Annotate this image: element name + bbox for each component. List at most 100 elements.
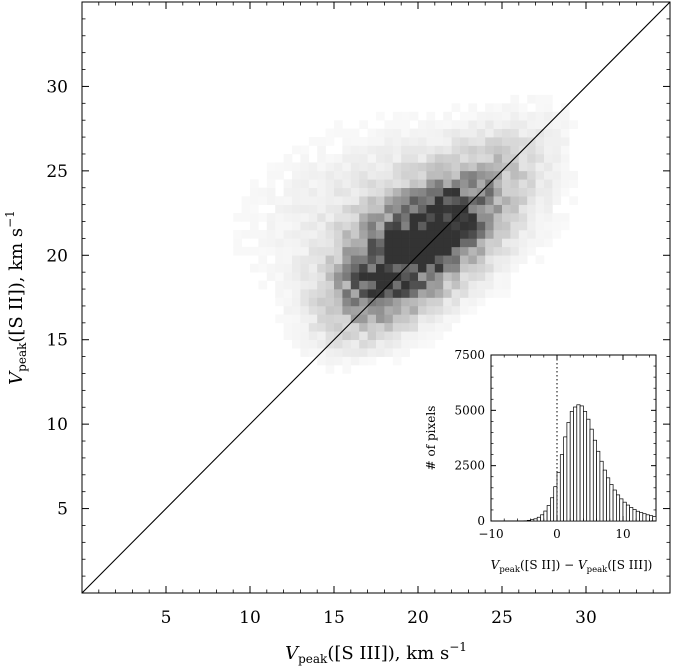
- density-cell: [292, 229, 301, 239]
- density-cell: [518, 246, 528, 256]
- histogram-bar: [586, 418, 591, 522]
- density-cell: [527, 238, 536, 248]
- density-cell: [292, 263, 301, 273]
- density-cell: [401, 246, 410, 256]
- density-cell: [325, 153, 335, 163]
- density-cell: [376, 137, 385, 146]
- density-cell: [376, 238, 385, 248]
- density-cell: [468, 229, 478, 239]
- density-cell: [342, 263, 352, 273]
- density-cell: [241, 213, 251, 222]
- density-cell: [392, 221, 402, 231]
- main-x-axis-label-rest: ([S III]), km s: [327, 643, 449, 664]
- density-cell: [376, 331, 385, 341]
- density-cell: [334, 297, 343, 307]
- density-cell: [392, 356, 402, 366]
- density-cell: [485, 170, 494, 180]
- density-cell: [418, 204, 427, 214]
- histogram-bar: [625, 504, 630, 522]
- density-cell: [510, 196, 520, 205]
- density-cell: [544, 238, 553, 248]
- density-cell: [334, 187, 343, 197]
- density-cell: [392, 331, 402, 341]
- density-cell: [476, 280, 486, 290]
- density-cell: [493, 272, 503, 281]
- inset-histogram-bars: [523, 404, 657, 522]
- density-cell: [367, 263, 377, 273]
- density-cell: [409, 170, 419, 180]
- density-cell: [342, 128, 352, 138]
- inset-x-axis-label-v2: V: [578, 558, 588, 572]
- density-cell: [535, 238, 545, 248]
- density-cell: [460, 162, 469, 172]
- density-cell: [384, 297, 394, 307]
- histogram-bar: [616, 494, 621, 522]
- density-cell: [468, 137, 478, 146]
- histogram-bar: [592, 439, 597, 522]
- density-cell: [409, 196, 419, 205]
- inset-x-tick-label: 10: [615, 527, 630, 541]
- density-cell: [518, 196, 528, 205]
- density-cell: [560, 120, 570, 129]
- y-tick-label: 5: [57, 500, 68, 520]
- density-cell: [493, 255, 503, 265]
- density-cell: [258, 246, 268, 256]
- density-cell: [426, 196, 436, 205]
- density-cell: [359, 179, 368, 189]
- density-cell: [468, 263, 478, 273]
- inset-x-axis-label-sub2: peak: [587, 565, 609, 575]
- density-cell: [418, 196, 427, 205]
- density-cell: [527, 196, 536, 205]
- density-cell: [527, 94, 536, 104]
- density-cell: [535, 153, 545, 163]
- density-cell: [283, 289, 293, 298]
- density-cell: [334, 339, 343, 349]
- density-cell: [376, 314, 385, 324]
- density-cell: [292, 255, 301, 265]
- density-cell: [493, 111, 503, 121]
- density-cell: [569, 170, 578, 180]
- density-cell: [527, 221, 536, 231]
- density-cell: [359, 280, 368, 290]
- density-cell: [426, 322, 436, 332]
- density-cell: [401, 339, 410, 349]
- density-cell: [451, 128, 461, 138]
- density-cell: [250, 204, 259, 214]
- density-cell: [434, 145, 444, 155]
- density-cell: [409, 179, 419, 189]
- inset-x-tick-label: 0: [553, 527, 561, 541]
- density-cell: [401, 170, 410, 180]
- density-cell: [569, 196, 578, 205]
- histogram-bar: [576, 404, 581, 522]
- density-cell: [510, 229, 520, 239]
- density-cell: [266, 179, 276, 189]
- histogram-bar: [530, 519, 535, 522]
- density-cell: [325, 196, 335, 205]
- density-cell: [334, 289, 343, 298]
- density-cell: [392, 111, 402, 121]
- density-cell: [317, 153, 326, 163]
- density-cell: [266, 170, 276, 180]
- density-cell: [359, 196, 368, 205]
- density-cell: [392, 145, 402, 155]
- density-cell: [266, 246, 276, 256]
- density-cell: [493, 246, 503, 256]
- density-cell: [283, 187, 293, 197]
- density-cell: [359, 238, 368, 248]
- histogram-bar: [566, 422, 571, 522]
- density-cell: [317, 339, 326, 349]
- density-cell: [359, 204, 368, 214]
- histogram-bar: [559, 454, 564, 522]
- density-cell: [334, 213, 343, 222]
- density-cell: [502, 263, 511, 273]
- density-cell: [308, 170, 318, 180]
- density-cell: [325, 229, 335, 239]
- density-cell: [493, 187, 503, 197]
- inset-y-tick-label: 5000: [454, 403, 485, 417]
- density-cell: [292, 339, 301, 349]
- density-cell: [560, 162, 570, 172]
- inset-x-axis-label-sub1: peak: [499, 565, 521, 575]
- density-cell: [283, 255, 293, 265]
- density-cell: [401, 289, 410, 298]
- density-cell: [250, 213, 259, 222]
